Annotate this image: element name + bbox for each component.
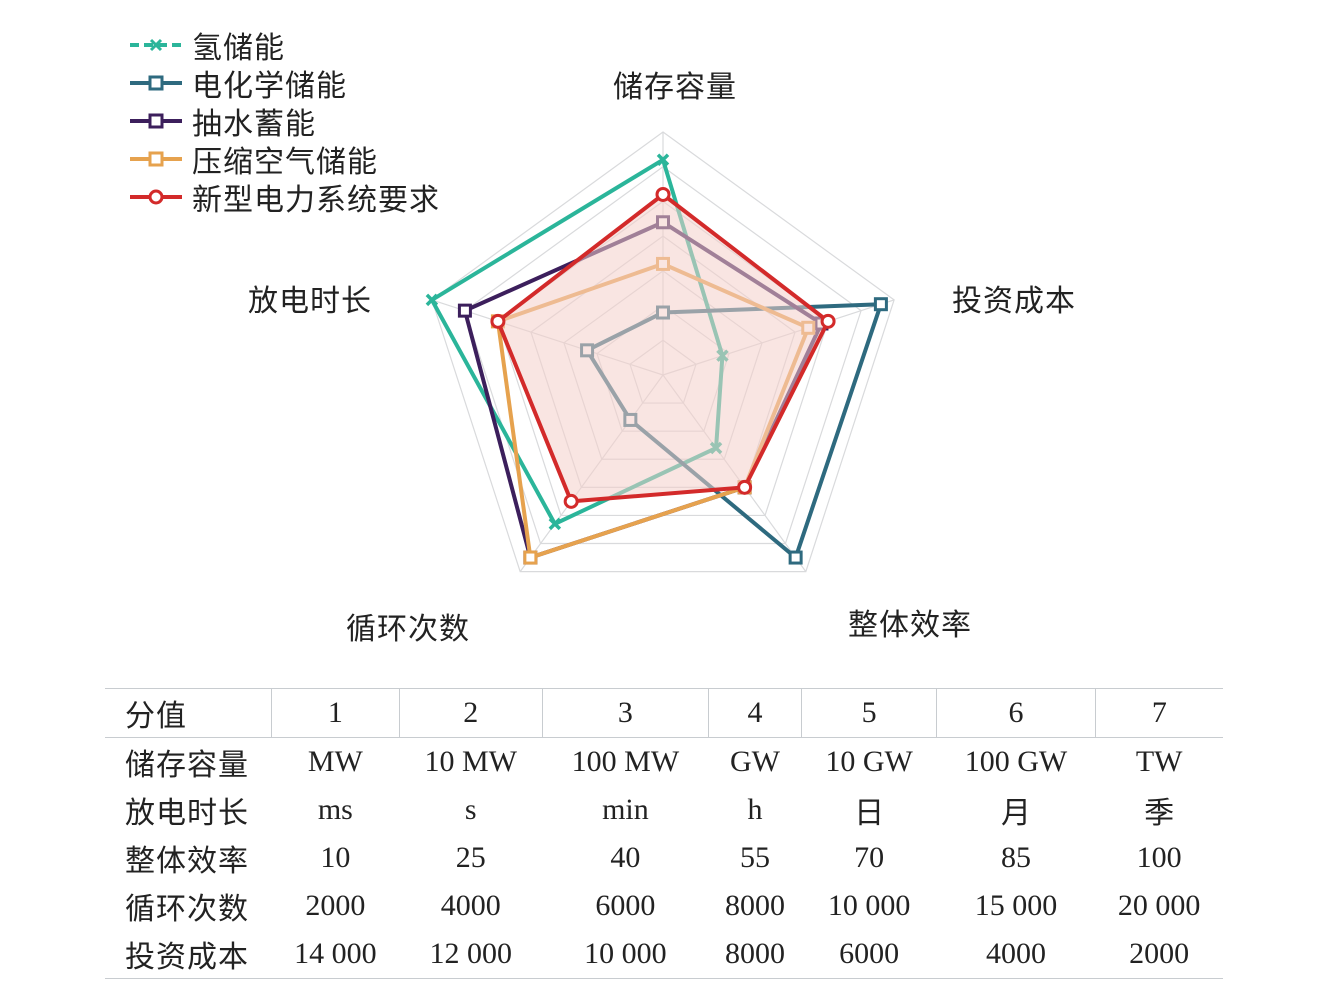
table-cell: 100 MW <box>571 745 680 778</box>
legend-marker-icon <box>130 151 182 167</box>
table-cell: 月 <box>1001 797 1032 830</box>
legend-item: 电化学储能 <box>128 64 440 104</box>
table-cell: 100 <box>1136 841 1182 874</box>
table-cell: 10 MW <box>424 745 517 778</box>
table-cell: 8000 <box>724 889 785 922</box>
table-cell: 70 <box>854 841 885 874</box>
table-cell: 25 <box>455 841 486 874</box>
table-cell: MW <box>307 745 363 778</box>
grid-ring <box>464 165 862 545</box>
table-cell: 10 GW <box>825 745 913 778</box>
legend-label: 新型电力系统要求 <box>192 183 440 218</box>
data-point <box>873 297 888 312</box>
table-cell: 整体效率 <box>125 844 249 879</box>
table-cell: 4000 <box>936 930 1096 979</box>
table-cell: 6000 <box>595 889 656 922</box>
axis-label: 循环次数 <box>346 612 470 647</box>
data-point <box>563 493 579 509</box>
table-cell: 2000 <box>305 889 366 922</box>
table-cell: 放电时长 <box>125 796 249 831</box>
table-cell: 14 000 <box>271 930 400 979</box>
table-cell: 循环次数 <box>125 892 249 927</box>
data-point <box>425 293 439 307</box>
table-cell: 55 <box>739 841 770 874</box>
legend-label: 压缩空气储能 <box>192 145 378 180</box>
table-row: 整体效率 10 25 40 55 70 85 100 <box>105 834 1223 882</box>
table-cell: 6000 <box>801 930 937 979</box>
table-cell: 8000 <box>708 930 802 979</box>
data-point <box>820 313 836 329</box>
axis-label: 整体效率 <box>848 608 972 643</box>
radar-series <box>425 153 888 565</box>
table-cell: 7 <box>1094 688 1223 738</box>
data-point <box>655 186 671 202</box>
table-row: 投资成本 14 000 12 000 10 000 8000 6000 4000… <box>105 930 1223 979</box>
legend-item: 氢储能 <box>128 26 440 66</box>
table-row: 放电时长 ms s min h 日 月 季 <box>105 786 1223 834</box>
table-cell: 3 <box>541 688 709 738</box>
table-cell: 2000 <box>1095 930 1223 979</box>
legend-marker-icon <box>130 189 182 205</box>
table-cell: 季 <box>1144 797 1175 830</box>
axis-label: 放电时长 <box>248 284 372 319</box>
table-cell: 10 <box>320 841 351 874</box>
table-cell: 1 <box>271 688 400 738</box>
data-point <box>788 550 803 565</box>
table-cell: 2 <box>398 688 543 738</box>
legend: 氢储能 电化学储能 抽水蓄能 压缩空气储能 新型电力系统要求 <box>128 26 440 218</box>
series-line <box>495 191 831 504</box>
table-cell: 10 000 <box>827 889 911 922</box>
score-table: 分值 1 2 3 4 5 6 7 储存容量 MW 10 MW 100 MW GW… <box>105 688 1223 979</box>
legend-label: 氢储能 <box>192 31 285 66</box>
data-point <box>523 550 538 565</box>
table-cell: 10 000 <box>542 930 709 979</box>
legend-label: 电化学储能 <box>192 69 347 104</box>
table-cell: TW <box>1135 745 1183 778</box>
legend-label: 抽水蓄能 <box>192 107 316 142</box>
data-point <box>490 313 506 329</box>
table-cell: 40 <box>610 841 641 874</box>
table-cell: 5 <box>800 688 937 738</box>
grid-ring <box>431 131 895 573</box>
legend-marker-icon <box>130 75 182 91</box>
legend-item: 新型电力系统要求 <box>128 178 440 218</box>
data-point <box>656 153 670 167</box>
table-cell: 储存容量 <box>125 748 249 783</box>
table-row: 储存容量 MW 10 MW 100 MW GW 10 GW 100 GW TW <box>105 738 1223 787</box>
legend-item: 压缩空气储能 <box>128 140 440 180</box>
legend-item: 抽水蓄能 <box>128 102 440 142</box>
table-cell: GW <box>729 745 780 778</box>
table-cell: 12 000 <box>399 930 543 979</box>
table-cell: h <box>747 793 763 826</box>
legend-marker-icon <box>130 38 182 52</box>
table-cell: 6 <box>936 688 1096 738</box>
radar-chart <box>425 131 895 573</box>
table-cell: 85 <box>1001 841 1032 874</box>
table-header-row: 分值 1 2 3 4 5 6 7 <box>105 688 1223 738</box>
table-row: 循环次数 2000 4000 6000 8000 10 000 15 000 2… <box>105 882 1223 930</box>
table-cell: ms <box>317 793 353 826</box>
table-cell: 100 GW <box>964 745 1068 778</box>
table-cell: 投资成本 <box>105 930 272 979</box>
table-cell: 4 <box>708 688 802 738</box>
legend-marker-icon <box>130 113 182 129</box>
table-cell: s <box>464 793 477 826</box>
table-cell: 15 000 <box>974 889 1058 922</box>
axis-label: 投资成本 <box>952 284 1076 319</box>
series-4 <box>490 186 836 509</box>
data-point <box>737 479 753 495</box>
axis-label: 储存容量 <box>613 70 737 105</box>
data-point <box>457 303 472 318</box>
table-cell: 分值 <box>105 688 272 738</box>
table-cell: min <box>602 793 649 826</box>
table-cell: 4000 <box>440 889 501 922</box>
table-cell: 日 <box>854 797 885 830</box>
data-point <box>548 517 562 531</box>
table-cell: 20 000 <box>1117 889 1201 922</box>
